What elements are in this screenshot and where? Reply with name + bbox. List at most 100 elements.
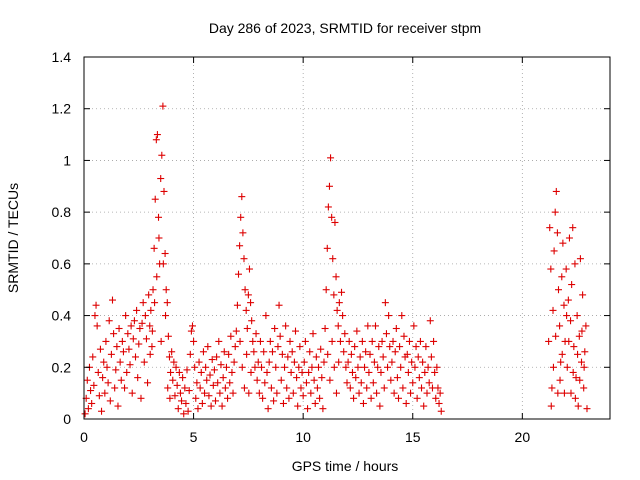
data-point	[290, 358, 298, 366]
data-point	[93, 322, 101, 330]
data-point	[378, 337, 386, 345]
data-point	[212, 397, 219, 405]
data-point	[260, 348, 268, 356]
data-point	[134, 374, 142, 382]
data-point	[98, 407, 106, 415]
data-point	[559, 239, 567, 247]
data-point	[128, 389, 136, 397]
data-point	[368, 337, 376, 345]
data-point	[229, 389, 237, 397]
data-point	[113, 343, 121, 351]
data-point	[416, 337, 424, 345]
x-tick-label: 15	[405, 429, 421, 445]
data-point	[90, 381, 98, 389]
data-point	[310, 376, 318, 384]
data-point	[87, 387, 95, 395]
data-point	[567, 317, 575, 325]
data-point	[316, 394, 324, 402]
data-point	[373, 389, 381, 397]
data-point	[412, 343, 420, 351]
data-point	[141, 312, 149, 320]
data-point	[142, 335, 150, 343]
data-point	[217, 361, 225, 369]
data-point	[279, 399, 287, 407]
data-point	[155, 213, 163, 221]
data-point	[398, 312, 406, 320]
data-point	[119, 348, 127, 356]
data-point	[312, 353, 320, 361]
data-point	[288, 348, 296, 356]
data-point	[83, 376, 91, 384]
data-point	[554, 286, 562, 294]
data-point	[421, 368, 429, 376]
data-point	[164, 384, 172, 392]
data-point	[170, 358, 178, 366]
data-point	[301, 337, 309, 345]
data-point	[168, 348, 176, 356]
data-point	[165, 353, 173, 361]
data-point	[282, 322, 290, 330]
data-point	[550, 247, 558, 255]
data-point	[224, 394, 232, 402]
data-point	[105, 317, 113, 325]
data-point	[335, 358, 343, 366]
data-point	[386, 343, 394, 351]
data-point	[300, 358, 308, 366]
data-point	[385, 312, 393, 320]
data-point	[117, 376, 125, 384]
data-point	[414, 353, 422, 361]
data-point	[390, 389, 398, 397]
data-point	[348, 368, 356, 376]
data-point	[138, 319, 146, 327]
data-point	[164, 332, 172, 340]
data-point	[409, 379, 417, 387]
data-point	[408, 358, 416, 366]
data-point	[270, 397, 278, 405]
data-points	[81, 102, 591, 418]
data-point	[392, 325, 400, 332]
data-point	[236, 242, 244, 250]
data-point	[121, 384, 129, 392]
data-point	[159, 102, 167, 110]
data-point	[419, 358, 427, 366]
y-tick-label: 0.2	[52, 359, 72, 375]
data-point	[191, 363, 199, 371]
data-point	[202, 363, 210, 371]
data-point	[274, 343, 282, 351]
data-point	[247, 299, 255, 307]
data-point	[289, 389, 297, 397]
data-point	[236, 337, 244, 345]
data-point	[323, 244, 331, 252]
data-point	[149, 286, 157, 294]
data-point	[287, 368, 295, 376]
plot-frame	[83, 56, 611, 420]
data-point	[353, 327, 361, 335]
data-point	[435, 399, 443, 407]
data-point	[436, 389, 444, 397]
data-point	[137, 394, 145, 402]
data-point	[330, 291, 338, 299]
data-point	[111, 384, 119, 392]
data-point	[243, 325, 251, 332]
data-point	[420, 402, 428, 410]
data-point	[434, 384, 442, 392]
data-point	[343, 379, 351, 387]
data-point	[424, 363, 432, 371]
y-tick-label: 0.8	[52, 204, 72, 220]
data-point	[296, 343, 304, 351]
data-point	[433, 363, 441, 371]
data-point	[241, 286, 249, 294]
data-point	[295, 363, 303, 371]
data-point	[361, 363, 369, 371]
data-point	[338, 288, 346, 296]
data-point	[578, 327, 586, 335]
data-point	[556, 322, 564, 330]
data-point	[326, 376, 334, 384]
data-point	[209, 381, 217, 389]
data-point	[81, 410, 89, 418]
data-point	[565, 234, 573, 242]
data-point	[147, 306, 155, 314]
data-point	[204, 343, 212, 351]
data-point	[240, 384, 248, 392]
data-point	[157, 175, 165, 183]
